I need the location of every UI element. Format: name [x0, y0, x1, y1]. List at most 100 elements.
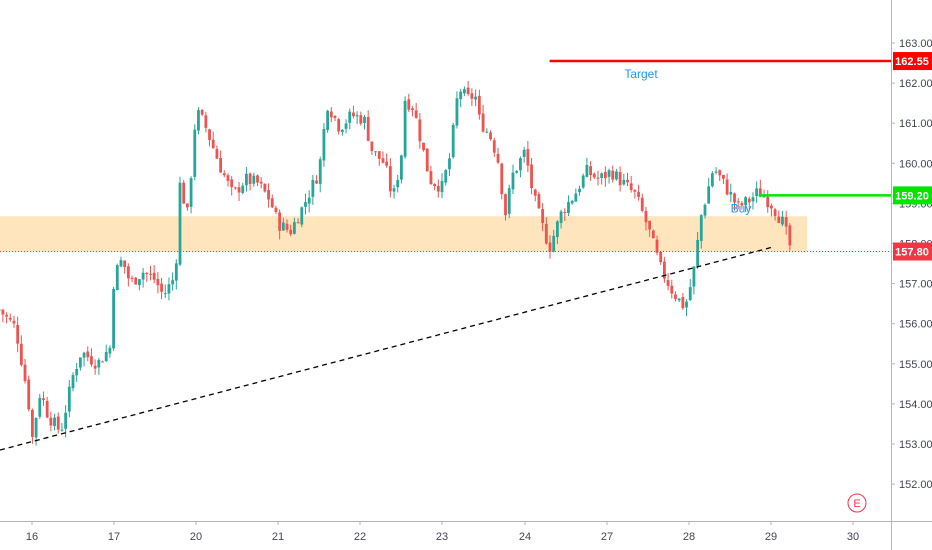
candle-body — [504, 194, 507, 216]
candle-132 — [485, 128, 489, 134]
candle-body — [311, 179, 315, 197]
x-tick-label: 22 — [354, 531, 366, 543]
candle-122 — [448, 153, 451, 177]
candle-body — [688, 287, 692, 301]
candle-127 — [466, 80, 470, 96]
candle-body — [585, 164, 589, 177]
x-tick-label: 23 — [436, 531, 448, 543]
candle-36 — [130, 275, 134, 283]
candle-body — [555, 221, 559, 237]
candle-69 — [252, 172, 256, 187]
candle-113 — [414, 102, 418, 119]
candle-body — [185, 203, 189, 208]
candle-body — [663, 261, 666, 279]
candle-95 — [348, 108, 352, 130]
candle-body — [526, 149, 530, 166]
candle-96 — [352, 105, 355, 119]
candle-103 — [377, 151, 381, 166]
candle-135 — [496, 147, 500, 165]
candle-186 — [685, 299, 688, 317]
candle-68 — [248, 172, 252, 191]
candle-body — [71, 375, 75, 389]
candle-194 — [714, 167, 718, 175]
y-tick-label: 155.00 — [899, 359, 932, 371]
candle-body — [407, 99, 411, 110]
candle-45 — [163, 284, 167, 299]
candle-body — [355, 115, 359, 117]
candle-body — [82, 352, 86, 358]
candle-83 — [304, 193, 307, 215]
candle-body — [396, 179, 400, 188]
candle-61 — [222, 170, 226, 178]
candle-body — [418, 119, 422, 142]
candle-65 — [237, 182, 241, 202]
candle-body — [274, 207, 278, 212]
candle-body — [541, 209, 545, 224]
candle-89 — [326, 109, 330, 133]
candle-body — [53, 417, 56, 427]
candle-67 — [245, 166, 248, 192]
earnings-circle — [847, 493, 867, 513]
candle-body — [233, 187, 237, 189]
candle-200 — [736, 197, 740, 210]
candle-body — [751, 197, 755, 202]
candle-body — [300, 207, 304, 225]
candle-body — [31, 409, 34, 437]
candle-body — [470, 93, 474, 99]
candle-171 — [629, 175, 633, 193]
candle-37 — [134, 276, 138, 285]
candle-152 — [559, 209, 563, 229]
x-tick-label: 27 — [601, 531, 613, 543]
candle-185 — [681, 293, 685, 310]
candle-108 — [396, 174, 400, 193]
candle-body — [622, 179, 626, 185]
candle-body — [773, 209, 777, 217]
candle-body — [533, 189, 537, 196]
candle-body — [392, 188, 396, 192]
candle-body — [570, 200, 574, 204]
candle-body — [758, 188, 762, 197]
candle-80 — [293, 217, 296, 235]
candle-body — [337, 119, 341, 132]
candle-99 — [363, 115, 366, 130]
candle-153 — [563, 208, 567, 221]
candle-body — [16, 324, 20, 344]
candle-body — [722, 174, 725, 179]
candle-139 — [511, 164, 515, 195]
candle-123 — [451, 122, 455, 159]
candle-87 — [318, 156, 322, 193]
candle-12 — [42, 391, 45, 406]
candle-66 — [241, 182, 245, 195]
candle-body — [252, 175, 256, 184]
candle-130 — [477, 89, 481, 120]
candle-body — [78, 357, 82, 368]
candle-52 — [189, 176, 193, 214]
candle-body — [67, 386, 71, 412]
candle-62 — [226, 173, 230, 187]
candle-body — [784, 217, 788, 227]
candle-body — [511, 172, 515, 190]
candle-body — [530, 164, 533, 189]
candle-body — [193, 129, 197, 177]
candle-197 — [725, 173, 729, 196]
candle-206 — [758, 179, 762, 197]
candle-142 — [522, 146, 526, 163]
candle-body — [86, 351, 90, 358]
candle-body — [219, 157, 222, 173]
x-tick-label: 20 — [190, 531, 202, 543]
buy-badge-bg — [893, 186, 932, 205]
candle-168 — [618, 166, 622, 192]
candle-body — [64, 412, 68, 429]
candle-body — [359, 115, 363, 124]
candle-150 — [552, 229, 556, 253]
candle-4 — [12, 315, 16, 328]
candle-82 — [300, 206, 304, 228]
candle-body — [414, 110, 418, 118]
candle-163 — [600, 172, 604, 185]
candle-body — [685, 301, 688, 308]
candle-107 — [392, 184, 396, 199]
candle-0 — [0, 309, 1, 311]
candle-117 — [429, 165, 433, 186]
candle-13 — [45, 396, 49, 419]
